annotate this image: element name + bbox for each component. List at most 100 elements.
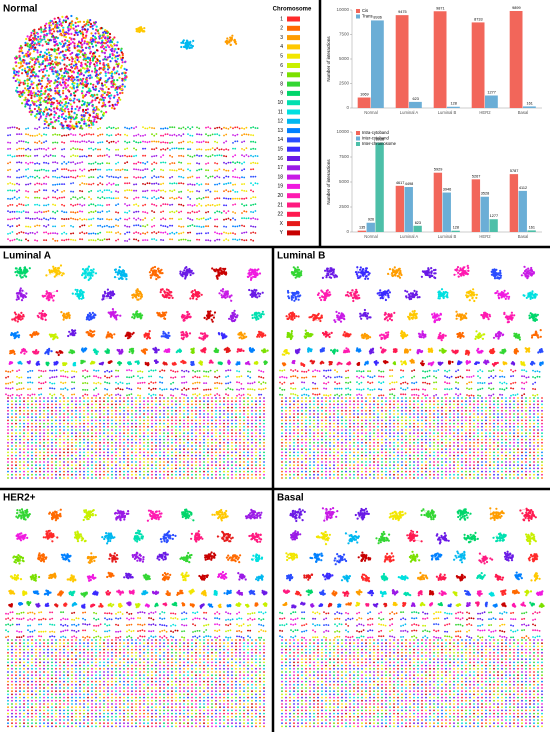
network-node [219,149,221,151]
network-node [36,49,38,51]
network-node [51,33,53,35]
network-node [83,21,85,23]
network-node [16,170,18,172]
network-node [77,34,79,36]
network-node [108,135,110,137]
network-node [80,62,82,64]
network-node [114,72,116,74]
network-node [35,101,37,103]
network-node [71,108,73,110]
network-node [40,115,42,117]
network-node [89,88,91,90]
network-node [75,170,77,172]
network-node [93,120,95,122]
network-node [59,42,61,44]
network-node [214,155,216,157]
network-node [33,66,35,68]
network-node [178,161,180,163]
network-node [36,149,38,151]
network-node [86,84,88,86]
network-node [189,47,191,49]
network-node [178,168,180,170]
network-node [57,134,59,136]
network-node [56,27,58,29]
network-node [67,84,69,86]
network-node [223,135,225,137]
network-node [27,142,29,144]
network-node [70,15,72,17]
network-node [95,148,97,150]
network-node [86,43,88,45]
network-node [196,127,198,129]
network-node [78,109,80,111]
network-node [53,98,55,100]
network-node [252,162,254,164]
network-node [21,72,23,74]
network-node [237,161,239,163]
network-node [61,16,63,18]
network-node [24,105,26,107]
network-node [75,90,77,92]
network-node [51,121,53,123]
network-node [42,56,44,58]
network-node [66,65,68,67]
network-node [111,48,113,50]
network-node [82,78,84,80]
network-node [88,117,90,119]
network-node [110,44,112,46]
network-node [23,56,25,58]
network-node [75,25,77,27]
network-node [112,69,114,71]
network-node [111,127,113,129]
network-node [63,72,65,74]
network-node [223,162,225,164]
network-node [243,161,245,163]
network-node [47,59,49,61]
network-node [20,50,22,52]
network-node [216,127,218,129]
network-node [234,127,236,129]
network-node [71,52,73,54]
network-node [108,95,110,97]
network-node [38,97,40,99]
network-node [79,134,81,136]
network-node [9,169,11,171]
network-node [135,149,137,151]
network-node [176,170,178,172]
network-node [25,141,27,143]
network-node [74,108,76,110]
network-node [78,50,80,52]
network-node [89,114,91,116]
network-node [61,149,63,151]
network-node [81,114,83,116]
network-node [100,110,102,112]
network-node [246,154,248,156]
network-node [106,127,108,129]
network-node [66,135,68,137]
network-node [18,133,20,135]
network-node [71,60,73,62]
network-node [183,148,185,150]
network-node [147,168,149,170]
network-node [9,134,11,136]
network-node [198,163,200,165]
network-node [102,90,104,92]
network-node [83,118,85,120]
network-node [73,112,75,114]
network-node [180,142,182,144]
network-node [27,127,29,129]
network-node [99,37,101,39]
network-node [216,133,218,135]
network-node [113,97,115,99]
network-node [38,118,40,120]
network-node [19,91,21,93]
network-node [77,148,79,150]
network-node [75,121,77,123]
network-node [7,163,9,165]
network-node [58,62,60,64]
figure: Number of interactions025005000750010000… [0,0,550,732]
network-node [187,163,189,165]
network-node [66,57,68,59]
network-node [250,162,252,164]
network-node [31,75,33,77]
